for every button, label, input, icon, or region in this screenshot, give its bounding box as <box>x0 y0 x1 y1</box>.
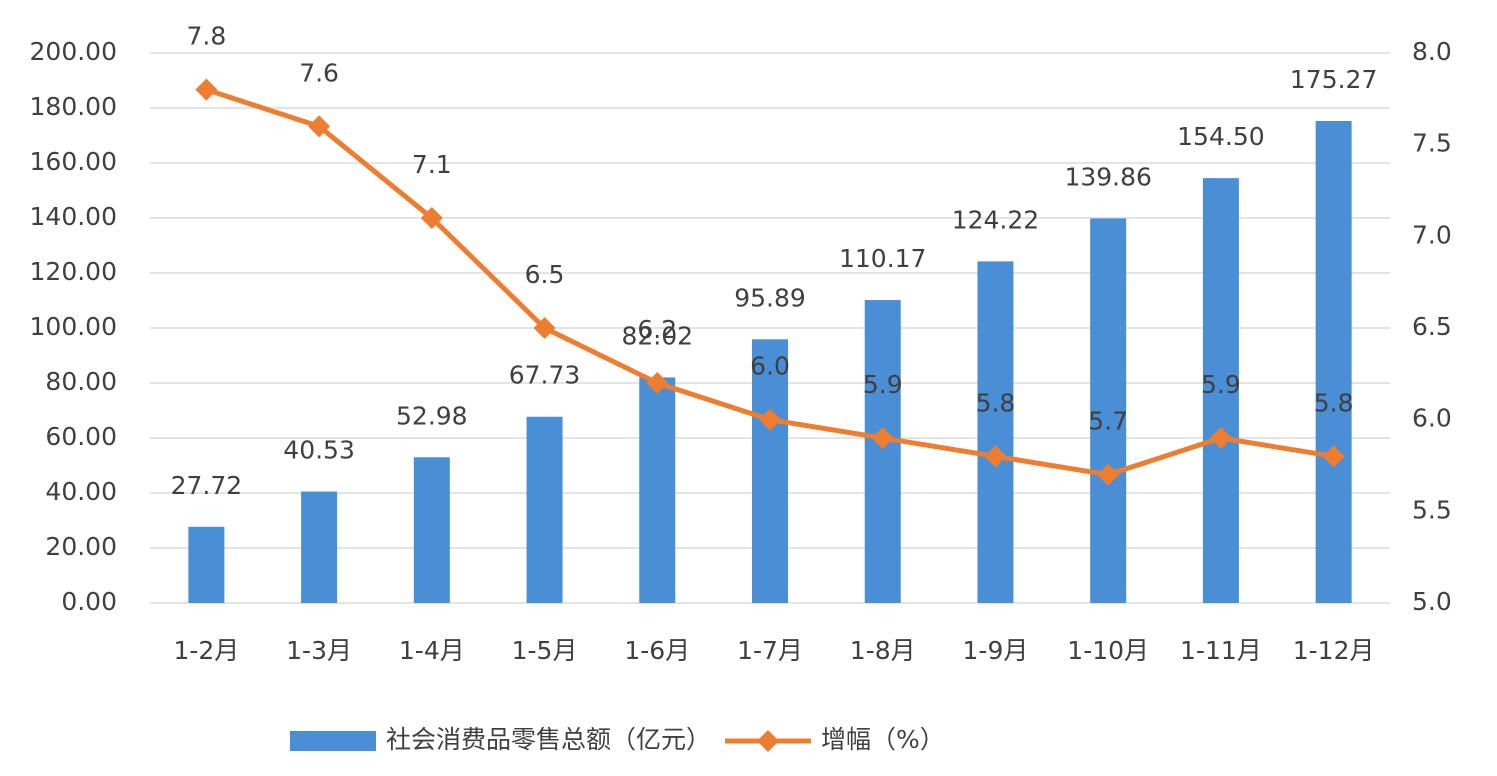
bar-value-label: 175.27 <box>1290 65 1377 94</box>
bar-value-label: 52.98 <box>396 401 468 430</box>
bar-value-label: 82.02 <box>621 321 693 350</box>
line-marker <box>308 115 331 138</box>
y-tick-label: 120.00 <box>30 257 117 286</box>
x-tick-label: 1-11月 <box>1180 636 1262 665</box>
line-marker <box>984 445 1007 468</box>
line-value-label: 7.1 <box>412 150 452 179</box>
line-marker <box>195 78 218 101</box>
line-value-label: 7.8 <box>186 22 226 51</box>
line-value-label: 5.8 <box>1314 388 1354 417</box>
line-marker <box>759 408 781 431</box>
line-value-label: 7.6 <box>299 58 339 87</box>
x-tick-label: 1-7月 <box>737 636 803 665</box>
legend-label: 社会消费品零售总额（亿元） <box>386 725 711 754</box>
line-value-label: 6.2 <box>637 315 677 344</box>
line-marker <box>871 427 894 449</box>
x-tick-label: 1-4月 <box>399 636 465 665</box>
y2-tick-label: 6.0 <box>1412 404 1452 433</box>
y2-tick-label: 5.5 <box>1412 495 1452 524</box>
legend-label: 增幅（%） <box>821 725 945 754</box>
bar-value-label: 154.50 <box>1177 122 1264 151</box>
bar <box>1090 218 1127 603</box>
x-tick-label: 1-5月 <box>512 636 578 665</box>
line-value-label: 5.9 <box>1201 370 1241 399</box>
y-tick-label: 160.00 <box>30 147 117 176</box>
x-tick-label: 1-3月 <box>286 636 352 665</box>
x-tick-label: 1-10月 <box>1067 636 1149 665</box>
line-marker <box>420 207 443 229</box>
x-tick-label: 1-8月 <box>850 636 916 665</box>
line-marker <box>1209 427 1232 449</box>
y-tick-label: 180.00 <box>30 92 117 121</box>
y2-tick-label: 5.0 <box>1412 587 1452 616</box>
x-tick-label: 1-12月 <box>1293 636 1375 665</box>
bar <box>639 377 676 603</box>
legend-swatch <box>290 731 376 751</box>
legend-swatch <box>757 730 780 752</box>
bar <box>864 300 901 603</box>
line-marker <box>1097 463 1120 486</box>
y2-tick-label: 6.5 <box>1412 312 1452 341</box>
bar <box>752 339 788 603</box>
y2-tick-label: 7.0 <box>1412 220 1452 249</box>
y-tick-label: 20.00 <box>45 532 117 561</box>
bar-value-label: 139.86 <box>1064 162 1151 191</box>
bar-value-label: 40.53 <box>283 436 355 465</box>
y-tick-label: 60.00 <box>45 422 117 451</box>
bar-value-label: 95.89 <box>734 283 806 312</box>
line-marker <box>646 372 669 394</box>
y-tick-label: 100.00 <box>30 312 117 341</box>
bar-value-label: 67.73 <box>509 361 581 390</box>
bar <box>188 526 225 603</box>
x-tick-label: 1-6月 <box>624 636 690 665</box>
y-tick-label: 0.00 <box>61 587 117 616</box>
line-marker <box>533 317 556 339</box>
line-value-label: 5.8 <box>976 388 1016 417</box>
bar <box>977 261 1014 603</box>
bar <box>413 457 450 603</box>
line-value-label: 5.9 <box>863 370 903 399</box>
line-value-label: 6.5 <box>525 260 565 289</box>
y-tick-label: 200.00 <box>30 37 117 66</box>
line-value-label: 6.0 <box>750 352 790 381</box>
bar-value-label: 110.17 <box>839 244 926 273</box>
y2-tick-label: 7.5 <box>1412 129 1452 158</box>
y-tick-label: 40.00 <box>45 477 117 506</box>
bar <box>526 416 563 603</box>
y-tick-label: 80.00 <box>45 367 117 396</box>
line-value-label: 5.7 <box>1088 407 1128 436</box>
bar <box>1202 178 1239 603</box>
y2-tick-label: 8.0 <box>1412 37 1452 66</box>
bar-value-label: 124.22 <box>952 205 1039 234</box>
bar <box>1315 121 1352 603</box>
x-tick-label: 1-2月 <box>173 636 239 665</box>
line-marker <box>1322 445 1345 468</box>
y-tick-label: 140.00 <box>30 202 117 231</box>
bar <box>301 491 338 603</box>
bar-value-label: 27.72 <box>171 471 243 500</box>
x-tick-label: 1-9月 <box>963 636 1029 665</box>
